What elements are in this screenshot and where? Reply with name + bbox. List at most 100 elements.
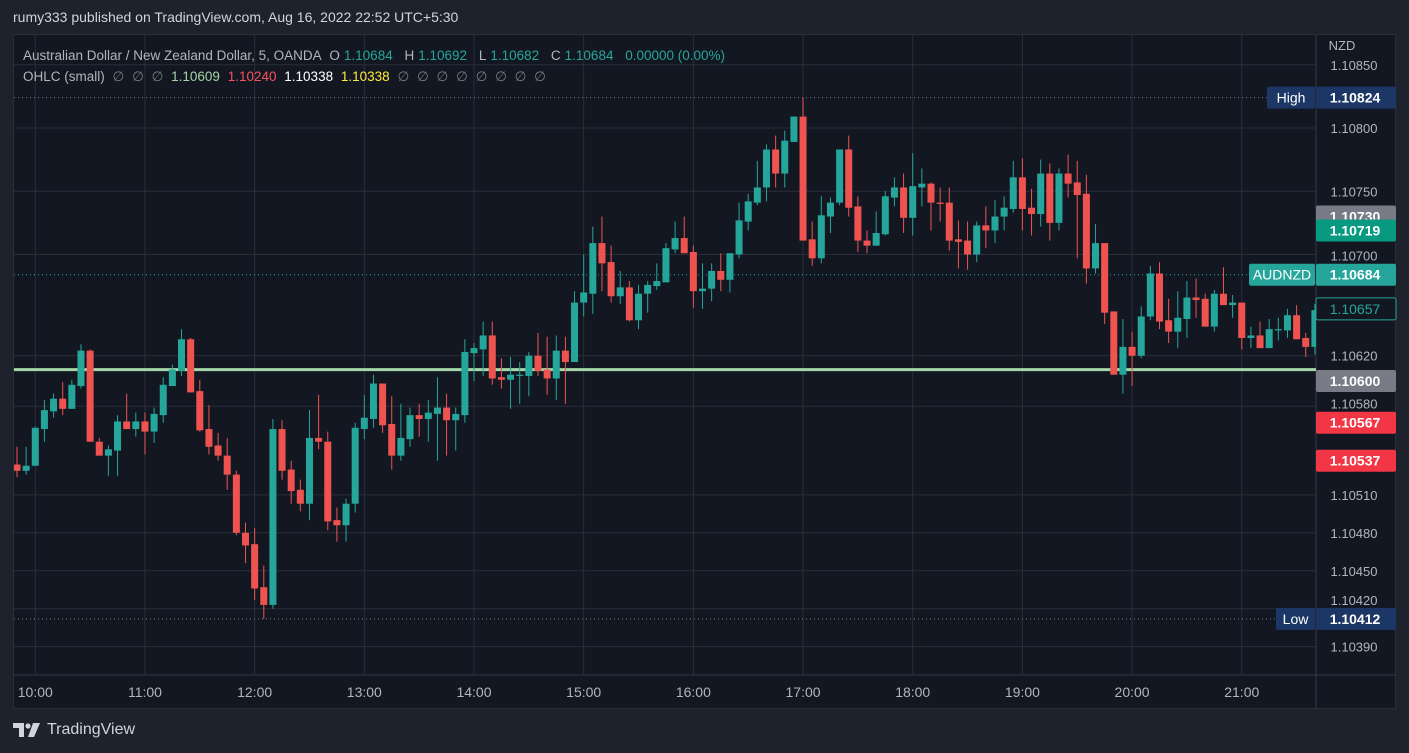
candle-body — [1247, 335, 1255, 338]
candle-body — [1183, 297, 1191, 320]
candle-body — [114, 421, 122, 451]
candle-body — [196, 391, 204, 431]
candle-body — [1293, 315, 1301, 340]
candle-body — [150, 413, 158, 432]
open-label: O — [329, 48, 340, 63]
y-tick-label: 1.10480 — [1331, 526, 1378, 541]
candle-body — [50, 398, 58, 412]
candle-body — [214, 445, 222, 456]
candle-body — [470, 348, 478, 354]
candle-body — [95, 441, 103, 456]
x-tick-label: 11:00 — [128, 684, 162, 700]
candle-body — [817, 215, 825, 259]
candle-body — [296, 489, 304, 504]
candle-body — [945, 202, 953, 241]
candle-body — [168, 369, 176, 387]
y-tick-label: 1.10450 — [1331, 564, 1378, 579]
candle-body — [1128, 346, 1136, 356]
candle-body — [625, 287, 633, 321]
candle-body — [890, 187, 898, 198]
candle-body — [1165, 320, 1173, 332]
candle-body — [790, 116, 798, 142]
candle-body — [1265, 329, 1273, 349]
candle-body — [497, 377, 505, 380]
candle-body — [123, 421, 131, 430]
candle-body — [616, 287, 624, 297]
candle-body — [1156, 273, 1163, 322]
candle-body — [863, 240, 871, 246]
candle-body — [772, 149, 780, 174]
candle-body — [1073, 182, 1081, 196]
y-tick-label: 1.10510 — [1331, 488, 1378, 503]
x-tick-label: 10:00 — [18, 684, 53, 700]
marker-tag-box — [1249, 263, 1315, 286]
indicator-value-1: 1.10609 — [171, 69, 220, 84]
candle-body — [854, 206, 862, 241]
price-label-box — [1316, 607, 1396, 630]
candle-body — [1238, 302, 1246, 338]
tradingview-logo-icon — [13, 723, 40, 737]
candle-body — [708, 270, 716, 289]
candle-body — [1037, 173, 1045, 215]
candle-body — [369, 383, 377, 419]
candle-body — [644, 284, 652, 294]
x-tick-label: 18:00 — [895, 684, 930, 700]
candle-body — [909, 186, 917, 218]
candle-body — [1146, 273, 1154, 317]
candle-body — [1137, 316, 1145, 356]
x-tick-label: 16:00 — [676, 684, 711, 700]
null-value: ∅ — [475, 69, 488, 84]
null-value: ∅ — [397, 69, 410, 84]
y-tick-label: 1.10800 — [1331, 121, 1378, 136]
low-value: 1.10682 — [490, 48, 540, 63]
candle-body — [278, 429, 286, 471]
candle-body — [351, 427, 359, 504]
candle-body — [205, 429, 213, 447]
candle-body — [324, 441, 332, 522]
y-tick-label: 1.10580 — [1331, 397, 1378, 412]
indicator-title[interactable]: OHLC (small) — [23, 69, 105, 84]
candle-body — [1110, 311, 1118, 375]
candle-body — [59, 398, 67, 409]
candle-body — [260, 587, 268, 605]
currency-label: NZD — [1329, 38, 1356, 53]
candle-body — [77, 350, 85, 387]
null-value: ∅ — [132, 69, 144, 84]
close-value: 1.10684 — [564, 48, 614, 63]
candle-body — [680, 238, 688, 254]
y-tick-label: 1.10420 — [1331, 593, 1378, 608]
candle-body — [580, 292, 588, 303]
candle-body — [671, 238, 679, 250]
candle-body — [397, 437, 405, 456]
candle-body — [40, 410, 48, 430]
marker-tag-box — [1276, 607, 1315, 630]
candle-body — [845, 149, 853, 208]
publish-info: rumy333 published on TradingView.com, Au… — [13, 9, 459, 25]
symbol-title[interactable]: Australian Dollar / New Zealand Dollar, … — [23, 48, 322, 63]
y-tick-label: 1.10390 — [1331, 640, 1378, 655]
price-label-value: 1.10684 — [1330, 267, 1381, 283]
candle-body — [918, 183, 926, 188]
candle-body — [488, 335, 496, 379]
candle-body — [14, 464, 21, 471]
candle-body — [1101, 243, 1109, 313]
change-value: 0.00000 (0.00%) — [625, 48, 726, 63]
price-label-value: 1.10657 — [1330, 301, 1381, 317]
candle-body — [1283, 315, 1291, 331]
null-value: ∅ — [456, 69, 468, 84]
candle-body — [232, 474, 240, 533]
price-label-value: 1.10412 — [1330, 611, 1381, 627]
candle-body — [726, 253, 734, 280]
candle-body — [1018, 177, 1026, 209]
candle-body — [589, 243, 597, 294]
x-tick-label: 15:00 — [566, 684, 601, 700]
candle-body — [479, 335, 487, 350]
high-value: 1.10692 — [418, 48, 468, 63]
x-tick-label: 17:00 — [786, 684, 821, 700]
indicator-legend-row: OHLC (small) ∅ ∅ ∅ 1.10609 1.10240 1.103… — [23, 66, 729, 87]
candle-body — [287, 469, 295, 492]
x-tick-label: 12:00 — [237, 684, 272, 700]
y-tick-label: 1.10750 — [1331, 184, 1378, 199]
candle-body — [1192, 297, 1200, 301]
